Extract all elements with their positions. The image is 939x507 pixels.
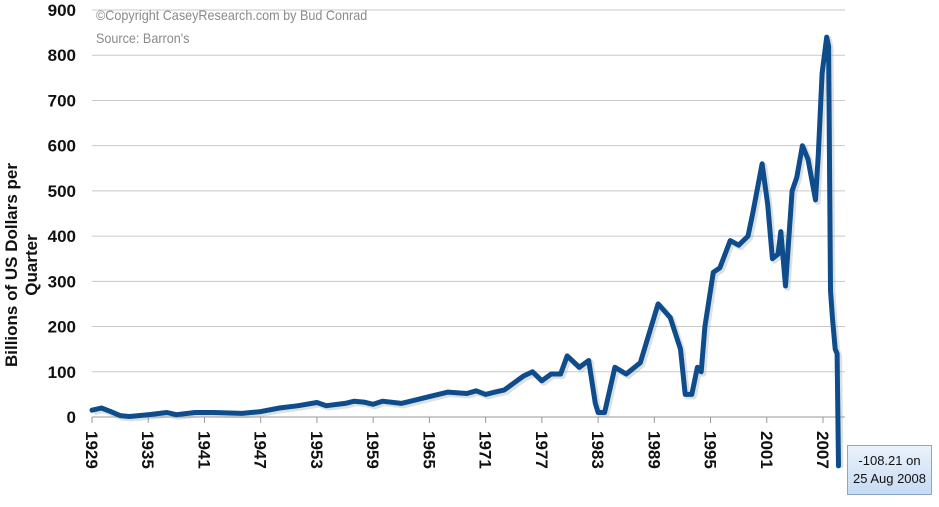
series-line (89, 34, 841, 469)
callout-value: -108.21 on (858, 453, 921, 468)
x-tick-label: 1995 (701, 431, 720, 469)
y-axis-label: Billions of US Dollars per Quarter (2, 162, 41, 368)
callout-date: 25 Aug 2008 (852, 471, 927, 486)
y-tick-label: 100 (48, 363, 76, 382)
y-tick-label: 700 (48, 91, 76, 110)
x-tick-label: 1965 (419, 431, 438, 469)
x-tick-label: 1935 (138, 431, 157, 469)
copyright-text: ©Copyright CaseyResearch.com by Bud Conr… (96, 7, 368, 23)
x-tick-label: 2001 (757, 431, 776, 469)
x-tick-label: 2007 (813, 431, 832, 469)
x-tick-label: 1941 (194, 431, 213, 469)
x-tick-label: 1971 (476, 431, 495, 469)
x-tick-label: 1947 (251, 431, 270, 469)
y-tick-label: 200 (48, 318, 76, 337)
x-tick-label: 1959 (363, 431, 382, 469)
y-tick-label: 400 (48, 227, 76, 246)
x-tick-label: 1989 (644, 431, 663, 469)
value-callout: -108.21 on 25 Aug 2008 (847, 445, 932, 495)
source-text: Source: Barron's (96, 30, 190, 46)
series-shadow (93, 36, 844, 468)
y-tick-label: 0 (67, 408, 76, 427)
y-tick-label: 600 (48, 137, 76, 156)
x-tick-label: 1929 (82, 431, 101, 469)
x-tick-label: 1983 (588, 431, 607, 469)
x-tick-label: 1953 (307, 431, 326, 469)
y-tick-label: 500 (48, 182, 76, 201)
y-tick-label: 900 (48, 1, 76, 20)
y-tick-label: 800 (48, 46, 76, 65)
y-tick-label: 300 (48, 272, 76, 291)
x-tick-label: 1977 (532, 431, 551, 469)
